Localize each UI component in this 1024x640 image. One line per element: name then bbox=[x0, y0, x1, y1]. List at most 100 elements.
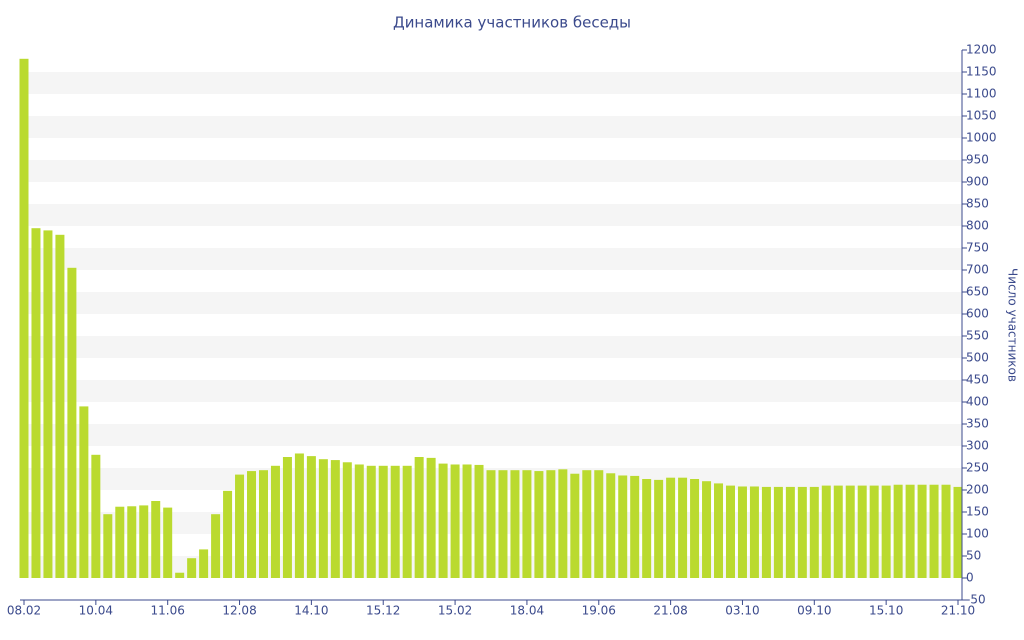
bar bbox=[642, 479, 652, 578]
y-tick-label: 800 bbox=[966, 219, 989, 233]
bar bbox=[235, 474, 245, 578]
bar bbox=[654, 479, 664, 578]
bar bbox=[785, 486, 795, 578]
y-tick-label: 650 bbox=[966, 285, 989, 299]
grid-band bbox=[20, 204, 962, 226]
bar bbox=[366, 465, 376, 578]
x-tick-label: 21.08 bbox=[653, 604, 687, 618]
y-tick-label: 850 bbox=[966, 197, 989, 211]
x-tick-label: 11.06 bbox=[151, 604, 185, 618]
bar bbox=[187, 558, 197, 578]
bar bbox=[163, 507, 173, 578]
x-tick-label: 18.04 bbox=[510, 604, 544, 618]
y-tick-label: 1000 bbox=[966, 131, 997, 145]
bar bbox=[714, 483, 724, 578]
y-tick-label: 1200 bbox=[966, 43, 997, 57]
bar bbox=[749, 486, 759, 578]
bar bbox=[55, 234, 65, 579]
bar bbox=[893, 484, 903, 578]
bar bbox=[270, 465, 280, 578]
y-tick-label: 500 bbox=[966, 351, 989, 365]
bar bbox=[737, 486, 747, 578]
bar bbox=[175, 572, 185, 578]
y-tick-label: 1100 bbox=[966, 87, 997, 101]
bar bbox=[426, 457, 436, 578]
bar bbox=[761, 486, 771, 578]
bar bbox=[809, 486, 819, 578]
bar bbox=[929, 484, 939, 578]
bar bbox=[702, 481, 712, 578]
bar bbox=[797, 486, 807, 578]
y-tick-label: 50 bbox=[966, 549, 981, 563]
bar bbox=[857, 485, 867, 578]
bar bbox=[821, 485, 831, 578]
y-tick-label: 1150 bbox=[966, 65, 997, 79]
y-tick-label: 400 bbox=[966, 395, 989, 409]
bar bbox=[294, 453, 304, 578]
bar bbox=[450, 464, 460, 578]
y-tick-label: 700 bbox=[966, 263, 989, 277]
bar bbox=[127, 506, 137, 578]
x-tick-label: 15.02 bbox=[438, 604, 472, 618]
grid-band bbox=[20, 292, 962, 314]
bar bbox=[953, 486, 963, 578]
bar bbox=[139, 505, 149, 578]
bar bbox=[486, 470, 496, 578]
bar bbox=[402, 465, 412, 578]
y-tick-label: 950 bbox=[966, 153, 989, 167]
y-tick-label: 900 bbox=[966, 175, 989, 189]
y-tick-label: 350 bbox=[966, 417, 989, 431]
bar bbox=[354, 464, 364, 578]
bar bbox=[103, 514, 113, 578]
y-tick-label: 150 bbox=[966, 505, 989, 519]
bar bbox=[462, 464, 472, 578]
bar bbox=[438, 463, 448, 578]
y-tick-label: 1050 bbox=[966, 109, 997, 123]
bar bbox=[678, 477, 688, 578]
x-tick-label: 12.08 bbox=[222, 604, 256, 618]
y-tick-label: 200 bbox=[966, 483, 989, 497]
bar bbox=[91, 454, 101, 578]
y-tick-label: 750 bbox=[966, 241, 989, 255]
y-tick-label: 300 bbox=[966, 439, 989, 453]
grid-band bbox=[20, 116, 962, 138]
bar bbox=[67, 267, 77, 578]
bar bbox=[833, 485, 843, 578]
bar bbox=[282, 457, 292, 578]
bar bbox=[258, 470, 268, 578]
bar bbox=[534, 471, 544, 578]
bar bbox=[690, 479, 700, 578]
grid-band bbox=[20, 424, 962, 446]
bar bbox=[725, 485, 735, 578]
bar bbox=[414, 457, 424, 578]
x-tick-label: 15.10 bbox=[869, 604, 903, 618]
bar bbox=[582, 470, 592, 578]
bar bbox=[330, 460, 340, 578]
bar bbox=[19, 58, 29, 579]
bar bbox=[666, 477, 676, 578]
bar bbox=[558, 469, 568, 578]
bar bbox=[151, 501, 161, 578]
bar bbox=[247, 471, 257, 578]
grid-band bbox=[20, 336, 962, 358]
x-tick-label: 21.10 bbox=[941, 604, 975, 618]
grid-band bbox=[20, 380, 962, 402]
y-tick-label: 250 bbox=[966, 461, 989, 475]
grid-band bbox=[20, 248, 962, 270]
x-tick-label: 10.04 bbox=[79, 604, 113, 618]
bar bbox=[211, 514, 221, 578]
bar bbox=[390, 465, 400, 578]
bar bbox=[378, 465, 388, 578]
bar bbox=[773, 486, 783, 578]
bar bbox=[606, 473, 616, 578]
y-tick-label: 100 bbox=[966, 527, 989, 541]
bar bbox=[845, 485, 855, 578]
bar bbox=[905, 484, 915, 578]
bar bbox=[546, 470, 556, 578]
y-tick-label: 0 bbox=[966, 571, 974, 585]
bar bbox=[474, 464, 484, 578]
bar bbox=[342, 462, 352, 578]
bar bbox=[510, 470, 520, 578]
y-tick-label: -50 bbox=[966, 593, 986, 607]
